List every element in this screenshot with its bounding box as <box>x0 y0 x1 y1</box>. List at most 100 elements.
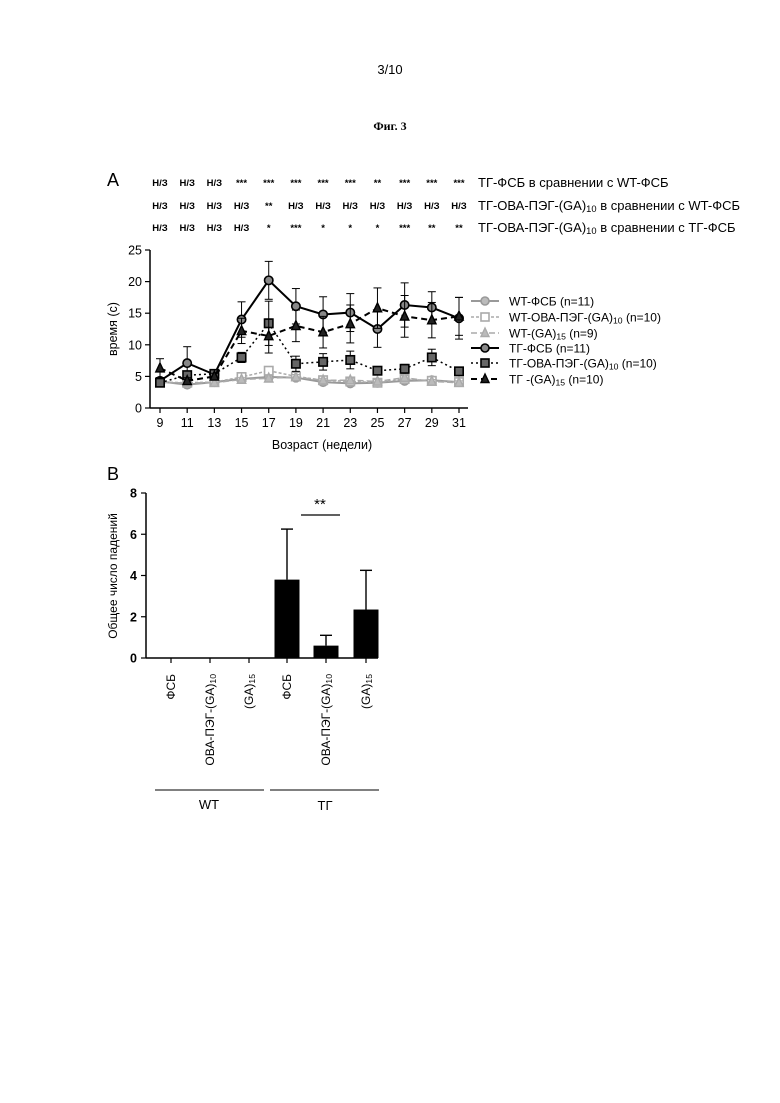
significance-text: ** <box>314 496 326 513</box>
y-tick-label: 0 <box>135 402 142 416</box>
category-label: ФСБ <box>164 674 178 700</box>
comparison-label: ТГ-ФСБ в сравнении с WT-ФСБ <box>478 175 669 190</box>
legend-label: ТГ-ФСБ (n=11) <box>509 342 590 356</box>
y-tick-label: 0 <box>130 652 137 666</box>
legend-marker <box>481 359 489 367</box>
legend-label: ТГ-ОВА-ПЭГ-(GA)10 (n=10) <box>509 357 657 372</box>
significance-mark: * <box>267 223 271 234</box>
significance-mark: *** <box>290 223 301 234</box>
data-point <box>237 353 245 361</box>
x-tick-label: 23 <box>343 416 357 430</box>
significance-mark: * <box>321 223 325 234</box>
category-label: ОВА-ПЭГ-(GA)10 <box>319 674 334 766</box>
series-line <box>160 323 459 382</box>
group-brackets: WTТГ <box>155 790 379 813</box>
significance-mark: ** <box>428 223 436 234</box>
data-point <box>346 356 354 364</box>
legend-label: WT-(GA)15 (n=9) <box>509 327 598 342</box>
series-4 <box>156 261 463 385</box>
significance-mark: *** <box>399 178 410 189</box>
panel-a-chart: A Н/ЗН/ЗН/З**************************ТГ-… <box>0 0 780 470</box>
significance-mark: ** <box>455 223 463 234</box>
significance-mark: Н/З <box>234 201 250 212</box>
legend-marker <box>481 297 489 305</box>
legend: WT-ФСБ (n=11) WT-ОВА-ПЭГ-(GA)10 (n=10)WT-… <box>471 295 661 388</box>
y-tick-label: 5 <box>135 370 142 384</box>
data-point <box>373 303 381 312</box>
legend-label: ТГ -(GA)15 (n=10) <box>509 373 603 388</box>
category-label: (GA)15 <box>242 674 257 709</box>
significance-mark: Н/З <box>152 178 168 189</box>
x-tick-label: 15 <box>235 416 249 430</box>
bar <box>275 580 300 658</box>
data-point <box>346 319 354 328</box>
data-point <box>292 360 300 368</box>
y-axis-label: Общее число падений <box>106 513 120 639</box>
y-tick-label: 4 <box>130 569 137 583</box>
significance-mark: Н/З <box>179 223 195 234</box>
significance-mark: Н/З <box>424 201 440 212</box>
x-tick-label: 13 <box>207 416 221 430</box>
x-tick-label: 17 <box>262 416 276 430</box>
data-point <box>183 359 191 367</box>
significance-mark: Н/З <box>152 201 168 212</box>
x-tick-label: 11 <box>181 416 194 430</box>
category-label: ОВА-ПЭГ-(GA)10 <box>203 674 218 766</box>
bar <box>354 610 379 658</box>
y-tick-label: 15 <box>128 307 142 321</box>
significance-mark: Н/З <box>315 201 331 212</box>
significance-mark: Н/З <box>207 223 223 234</box>
series-1 <box>156 373 463 389</box>
data-point <box>373 367 381 375</box>
panel-a-label: A <box>107 170 119 190</box>
data-point <box>319 358 327 366</box>
legend-label: WT-ОВА-ПЭГ-(GA)10 (n=10) <box>509 311 661 326</box>
axes: 02468 <box>130 487 378 666</box>
comparison-label: ТГ-ОВА-ПЭГ-(GA)10 в сравнении с ТГ-ФСБ <box>478 220 736 236</box>
significance-mark: *** <box>318 178 329 189</box>
bar <box>314 646 339 658</box>
panel-b-chart: B Общее число падений 02468 ФСБОВА-ПЭГ-(… <box>0 455 780 855</box>
x-axis-label: Возраст (недели) <box>272 438 372 452</box>
significance-mark: Н/З <box>207 201 223 212</box>
data-point <box>156 363 164 372</box>
x-tick-label: 21 <box>316 416 330 430</box>
y-axis-label: время (с) <box>106 302 120 356</box>
significance-mark: *** <box>290 178 301 189</box>
y-tick-label: 10 <box>128 338 142 352</box>
data-point <box>292 302 300 310</box>
significance-mark: * <box>348 223 352 234</box>
significance-mark: Н/З <box>179 178 195 189</box>
legend-marker <box>481 313 489 321</box>
y-tick-label: 6 <box>130 528 137 542</box>
significance-mark: *** <box>399 223 410 234</box>
y-tick-label: 25 <box>128 244 142 258</box>
x-tick-label: 31 <box>452 416 466 430</box>
legend-label: WT-ФСБ (n=11) <box>509 295 594 309</box>
series-line <box>160 280 459 380</box>
significance-mark: *** <box>426 178 437 189</box>
significance-mark: *** <box>263 178 274 189</box>
y-tick-label: 20 <box>128 275 142 289</box>
x-tick-label: 9 <box>157 416 164 430</box>
significance-mark: *** <box>236 178 247 189</box>
significance-mark: Н/З <box>397 201 413 212</box>
significance-mark: Н/З <box>152 223 168 234</box>
significance-mark: Н/З <box>343 201 359 212</box>
data-point <box>400 365 408 373</box>
group-label: ТГ <box>318 798 333 813</box>
data-point <box>156 379 164 387</box>
bars <box>275 529 379 658</box>
significance-mark: Н/З <box>370 201 386 212</box>
data-point <box>455 367 463 375</box>
significance-mark: *** <box>453 178 464 189</box>
category-labels: ФСБОВА-ПЭГ-(GA)10(GA)15ФСБОВА-ПЭГ-(GA)10… <box>164 674 374 766</box>
panel-b-label: B <box>107 464 119 484</box>
series-group <box>156 261 463 388</box>
significance-bracket: ** <box>301 496 340 515</box>
x-tick-label: 29 <box>425 416 439 430</box>
significance-mark: * <box>376 223 380 234</box>
significance-mark: Н/З <box>234 223 250 234</box>
y-tick-label: 8 <box>130 487 137 501</box>
x-tick-label: 19 <box>289 416 303 430</box>
